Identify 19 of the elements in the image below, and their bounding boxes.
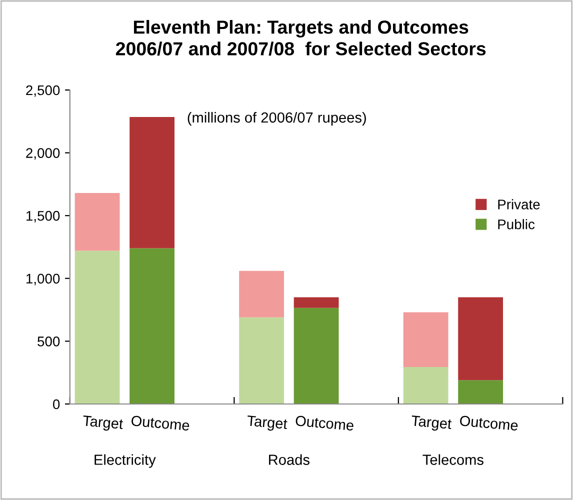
legend-label: Private bbox=[498, 199, 540, 210]
x-tick-label: Target bbox=[246, 416, 288, 432]
y-tick-label: 1,000 bbox=[26, 274, 60, 286]
x-tick-label: Outcome bbox=[295, 415, 354, 431]
y-tick-label: 0 bbox=[53, 399, 60, 410]
legend-label: Public bbox=[498, 219, 535, 230]
x-tick-label: Outcome bbox=[131, 415, 190, 431]
x-tick-label: Outcome bbox=[460, 415, 518, 431]
y-tick-label: 2,000 bbox=[26, 148, 60, 160]
text: Telecoms bbox=[422, 454, 484, 465]
text: (millions of 2006/07 rupees) bbox=[188, 112, 366, 126]
text: Electricity bbox=[94, 454, 156, 468]
text: Roads bbox=[269, 454, 310, 465]
x-tick-label: Target bbox=[82, 416, 124, 432]
y-tick-label: 500 bbox=[38, 336, 60, 346]
y-tick-label: 2,500 bbox=[26, 85, 60, 97]
y-tick-label: 1,500 bbox=[26, 210, 60, 222]
chart-title: Eleventh Plan: Targets and Outcomes 2006/07 and 2007/08 for Selected Sectors bbox=[116, 20, 486, 56]
x-tick-label: Target bbox=[410, 416, 452, 432]
